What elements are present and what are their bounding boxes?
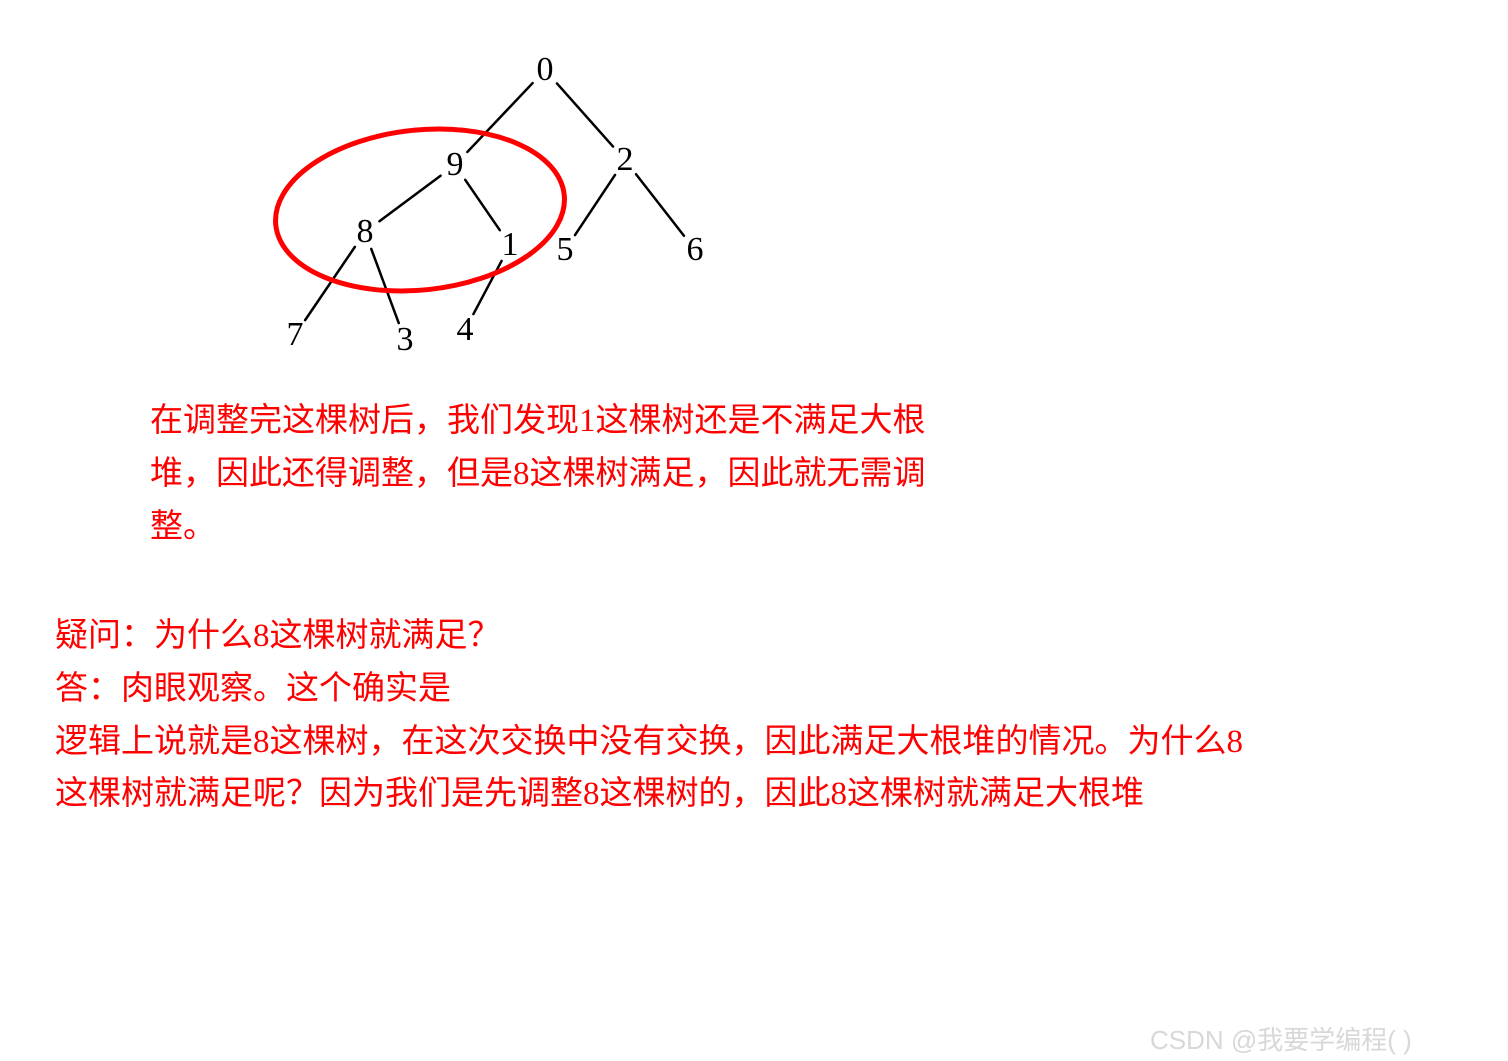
tree-edge [467, 83, 532, 152]
tree-edge [379, 176, 440, 222]
tree-node-0: 0 [537, 51, 554, 89]
explanation-paragraph-1: 在调整完这棵树后，我们发现1这棵树还是不满足大根堆，因此还得调整，但是8这棵树满… [150, 395, 970, 553]
tree-node-4: 4 [457, 311, 474, 349]
tree-node-3: 3 [397, 321, 414, 359]
tree-node-6: 6 [687, 231, 704, 269]
tree-node-8: 8 [357, 213, 374, 251]
tree-edge [371, 249, 398, 323]
tree-node-5: 5 [557, 231, 574, 269]
tree-edge [575, 175, 615, 235]
paragraph2-line: 答：肉眼观察。这个确实是 [55, 663, 1255, 716]
tree-node-1: 1 [502, 226, 519, 264]
tree-edge [465, 180, 500, 230]
tree-node-2: 2 [617, 141, 634, 179]
tree-edge [557, 83, 613, 146]
highlight-ellipse [267, 115, 572, 304]
tree-node-7: 7 [287, 316, 304, 354]
paragraph2-line: 逻辑上说就是8这棵树，在这次交换中没有交换，因此满足大根堆的情况。为什么8这棵树… [55, 716, 1255, 822]
tree-edge [473, 261, 501, 314]
watermark-text: CSDN @我要学编程( ) [1150, 1020, 1412, 1057]
explanation-paragraph-2: 疑问：为什么8这棵树就满足？答：肉眼观察。这个确实是逻辑上说就是8这棵树，在这次… [55, 610, 1255, 821]
tree-edge [636, 174, 684, 236]
paragraph2-line: 疑问：为什么8这棵树就满足？ [55, 610, 1255, 663]
tree-node-9: 9 [447, 146, 464, 184]
